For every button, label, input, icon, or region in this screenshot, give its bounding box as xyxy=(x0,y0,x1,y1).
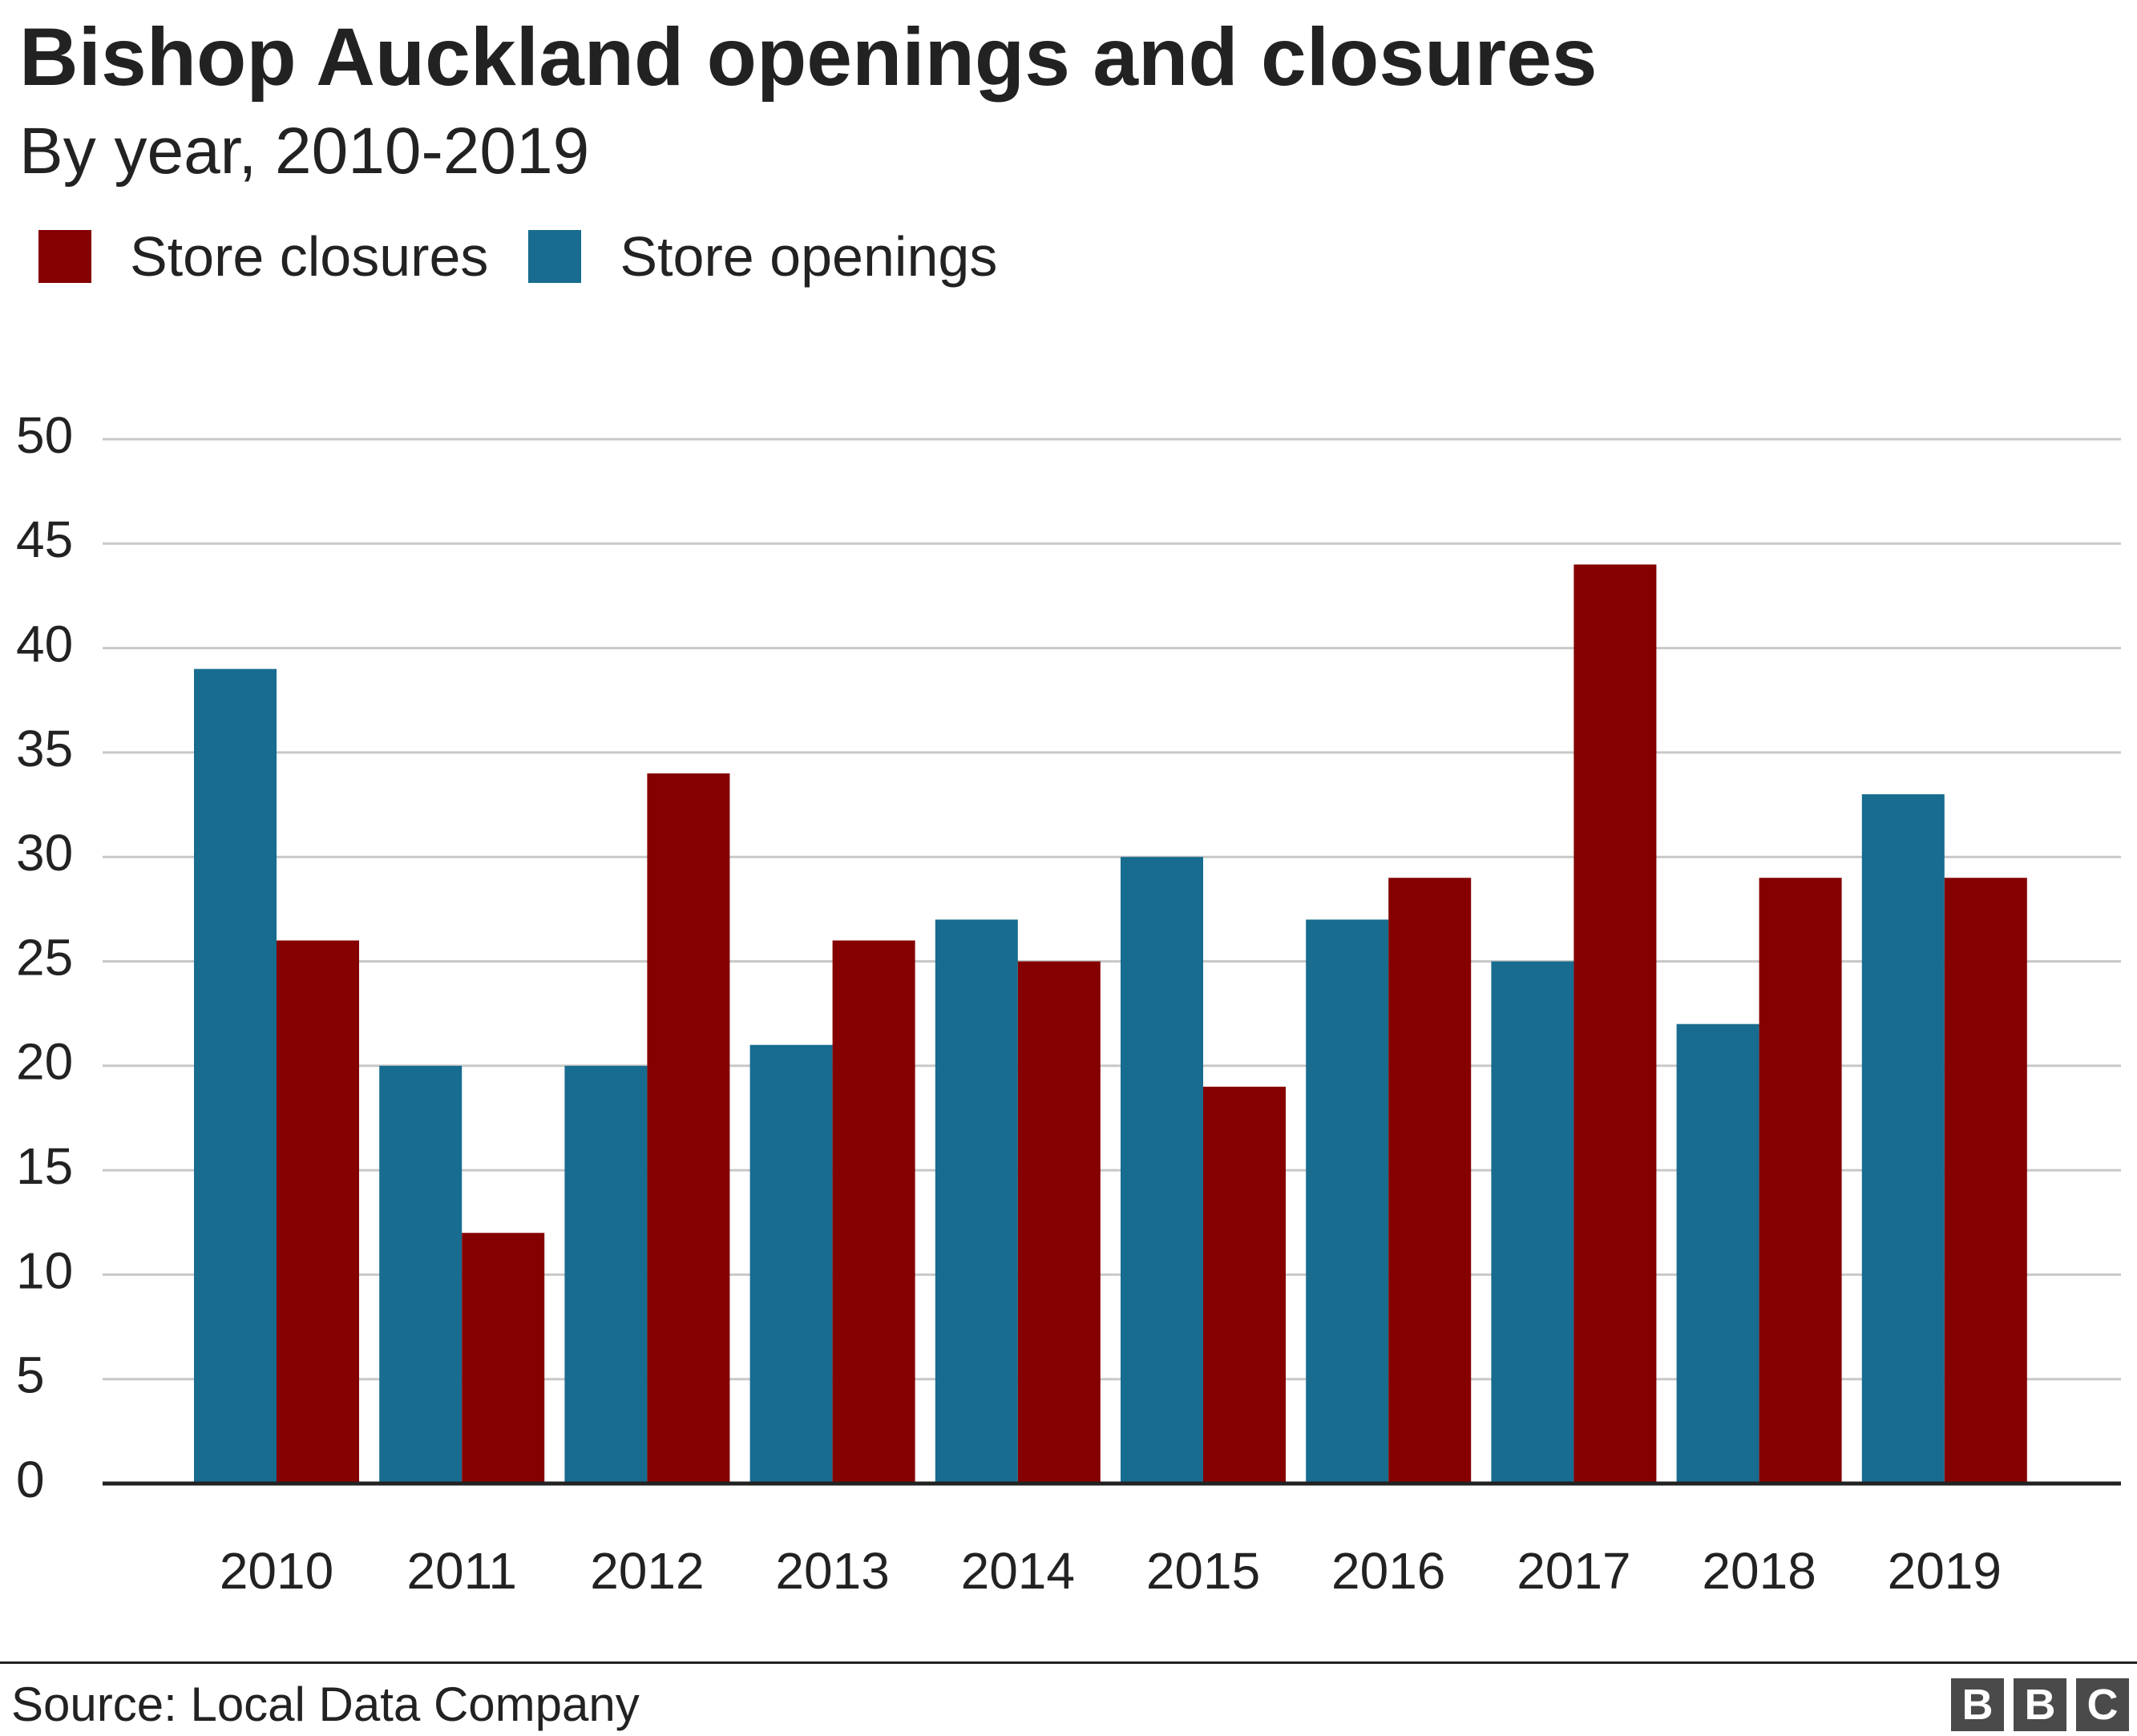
bar-store-closures-2017 xyxy=(1573,564,1657,1484)
bar-store-closures-2015 xyxy=(1203,1086,1286,1484)
y-tick-label-20: 20 xyxy=(16,1033,73,1091)
x-tick-label-2010: 2010 xyxy=(220,1542,333,1600)
bar-store-closures-2014 xyxy=(1017,961,1101,1484)
source-note: Source: Local Data Company xyxy=(11,1677,640,1731)
bar-store-openings-2010 xyxy=(194,668,277,1484)
bar-store-closures-2018 xyxy=(1759,878,1842,1484)
bbc-logo-letter-c: C xyxy=(2076,1678,2129,1731)
legend-swatch-store-openings xyxy=(528,230,582,283)
bbc-logo-letter-b1: B xyxy=(1951,1678,2004,1731)
bar-store-openings-2011 xyxy=(379,1065,463,1484)
legend-item-store-closures: Store closures xyxy=(38,224,488,289)
x-tick-label-2015: 2015 xyxy=(1146,1542,1260,1600)
y-tick-label-15: 15 xyxy=(16,1137,73,1195)
y-tick-label-30: 30 xyxy=(16,824,73,882)
bar-store-closures-2011 xyxy=(462,1233,545,1484)
bar-store-closures-2016 xyxy=(1388,878,1472,1484)
bbc-logo-letter-b2: B xyxy=(2014,1678,2066,1731)
bar-store-openings-2015 xyxy=(1121,857,1203,1484)
x-tick-label-2012: 2012 xyxy=(590,1542,704,1600)
x-tick-label-2016: 2016 xyxy=(1331,1542,1445,1600)
legend: Store closures Store openings xyxy=(38,216,1037,297)
legend-swatch-store-closures xyxy=(38,230,91,283)
y-tick-label-50: 50 xyxy=(16,406,73,464)
legend-label-store-openings: Store openings xyxy=(620,225,998,288)
x-tick-label-2019: 2019 xyxy=(1888,1542,2002,1600)
bar-store-openings-2018 xyxy=(1676,1023,1759,1484)
chart-title: Bishop Auckland openings and closures xyxy=(19,11,1598,103)
x-tick-label-2011: 2011 xyxy=(406,1542,517,1600)
y-tick-label-10: 10 xyxy=(16,1241,73,1299)
legend-label-store-closures: Store closures xyxy=(130,225,489,288)
chart-plot: 0 5 10 15 20 25 30 35 40 45 50 2010 2011 2012 2013 2014… xyxy=(16,406,2121,1600)
footer-divider xyxy=(0,1661,2137,1664)
bar-store-openings-2017 xyxy=(1491,961,1574,1484)
y-tick-label-35: 35 xyxy=(16,720,73,777)
bar-store-closures-2010 xyxy=(277,940,359,1484)
x-tick-label-2018: 2018 xyxy=(1702,1542,1816,1600)
chart-subtitle: By year, 2010-2019 xyxy=(19,115,590,188)
bar-store-openings-2019 xyxy=(1861,794,1945,1484)
bar-store-closures-2019 xyxy=(1944,878,2027,1484)
y-tick-label-5: 5 xyxy=(16,1346,45,1404)
y-tick-label-40: 40 xyxy=(16,616,73,673)
y-tick-label-45: 45 xyxy=(16,511,73,568)
x-tick-label-2014: 2014 xyxy=(961,1542,1075,1600)
legend-item-store-openings: Store openings xyxy=(528,224,997,289)
bar-store-openings-2014 xyxy=(935,919,1018,1484)
bar-store-closures-2012 xyxy=(647,773,730,1484)
bbc-logo: B B C xyxy=(1951,1678,2129,1731)
bar-store-openings-2016 xyxy=(1306,919,1389,1484)
bar-store-openings-2012 xyxy=(564,1065,648,1484)
y-tick-label-0: 0 xyxy=(16,1451,45,1508)
bar-store-closures-2013 xyxy=(832,940,915,1484)
y-tick-label-25: 25 xyxy=(16,928,73,986)
bar-store-openings-2013 xyxy=(749,1044,833,1484)
x-tick-label-2017: 2017 xyxy=(1517,1542,1630,1600)
x-tick-label-2013: 2013 xyxy=(775,1542,889,1600)
